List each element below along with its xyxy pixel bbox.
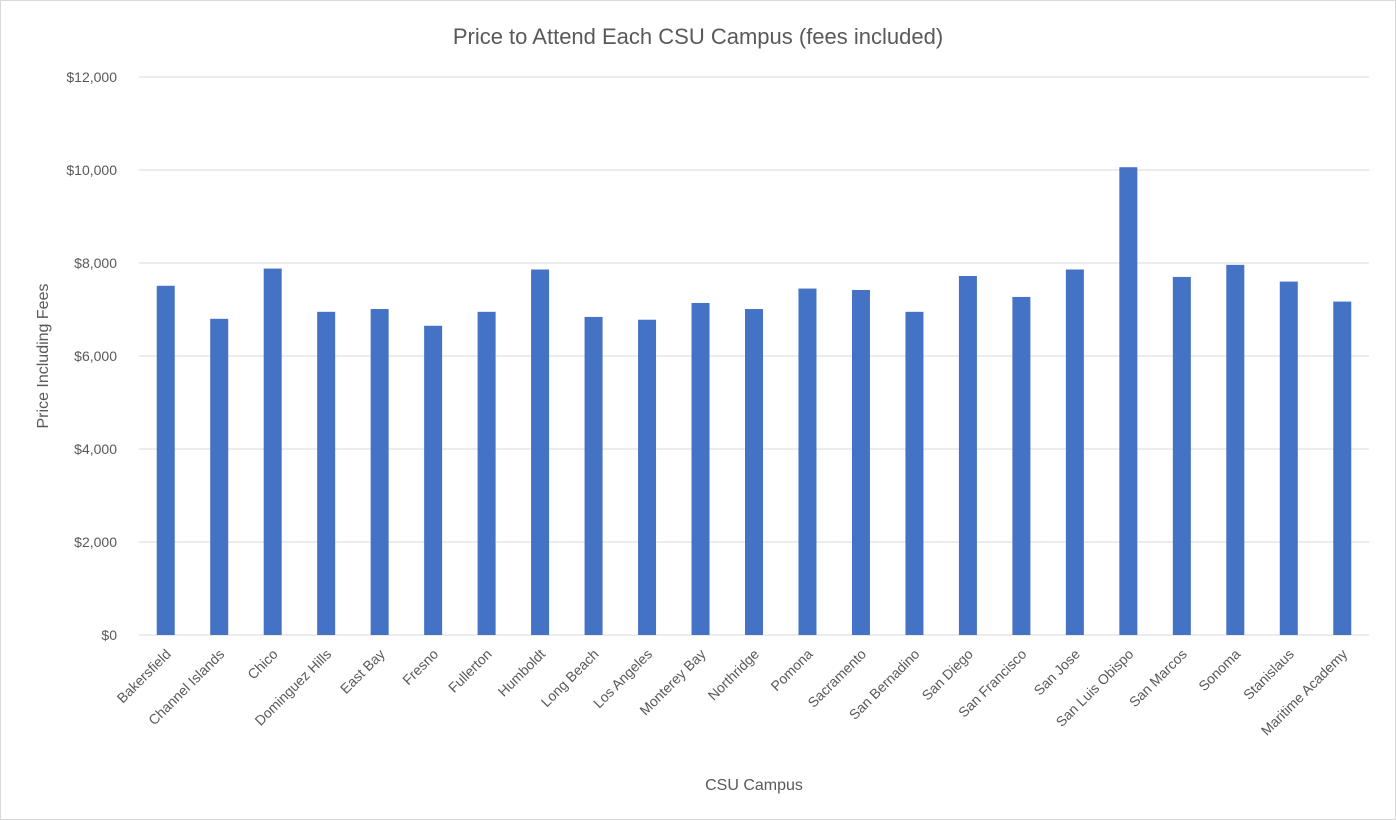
- bar-san-luis-obispo: [1119, 167, 1138, 635]
- bar-sacramento: [851, 289, 870, 635]
- x-tick-label: Fullerton: [445, 646, 495, 696]
- bar-chico: [263, 268, 282, 635]
- bar-dominguez-hills: [317, 311, 336, 635]
- bars: [156, 167, 1352, 635]
- x-tick-label: Humboldt: [495, 646, 549, 700]
- y-tick-label: $12,000: [66, 69, 117, 85]
- x-tick-label: Northridge: [705, 646, 763, 704]
- y-tick-label: $8,000: [74, 255, 117, 271]
- x-axis-title: CSU Campus: [705, 777, 803, 794]
- y-axis-ticks: $0 $2,000 $4,000 $6,000 $8,000 $10,000 $12,000: [66, 69, 117, 643]
- x-tick-label: East Bay: [337, 646, 388, 697]
- x-tick-label: Chico: [244, 646, 281, 683]
- bar-maritime-academy: [1333, 301, 1352, 635]
- bar-san-jose: [1065, 269, 1084, 635]
- chart-title: Price to Attend Each CSU Campus (fees in…: [453, 24, 943, 49]
- bar-channel-islands: [210, 318, 229, 635]
- x-tick-label: Stanislaus: [1240, 646, 1297, 703]
- bar-los-angeles: [638, 319, 657, 635]
- bar-san-bernadino: [905, 311, 924, 635]
- bar-monterey-bay: [691, 302, 710, 635]
- x-tick-label: San Jose: [1030, 646, 1083, 699]
- bar-san-marcos: [1172, 276, 1191, 635]
- bar-san-diego: [958, 276, 977, 635]
- x-tick-label: Pomona: [767, 646, 815, 694]
- bar-fresno: [424, 325, 443, 635]
- y-axis-title: Price Including Fees: [35, 284, 52, 429]
- x-tick-label: San Marcos: [1126, 646, 1190, 710]
- y-tick-label: $0: [101, 627, 117, 643]
- x-tick-label: Sonoma: [1195, 646, 1243, 694]
- bar-long-beach: [584, 316, 603, 635]
- bar-fullerton: [477, 311, 496, 635]
- bar-pomona: [798, 288, 817, 635]
- bar-sonoma: [1226, 264, 1245, 635]
- x-tick-label: San Diego: [918, 646, 976, 704]
- bar-northridge: [745, 309, 763, 635]
- y-tick-label: $4,000: [74, 441, 117, 457]
- bar-bakersfield: [156, 285, 175, 635]
- y-tick-label: $6,000: [74, 348, 117, 364]
- y-tick-label: $2,000: [74, 534, 117, 550]
- bar-east-bay: [370, 309, 389, 635]
- y-tick-label: $10,000: [66, 162, 117, 178]
- bar-stanislaus: [1279, 281, 1298, 635]
- x-tick-label: Fresno: [399, 646, 441, 688]
- bar-humboldt: [531, 269, 550, 635]
- bar-san-francisco: [1012, 296, 1031, 635]
